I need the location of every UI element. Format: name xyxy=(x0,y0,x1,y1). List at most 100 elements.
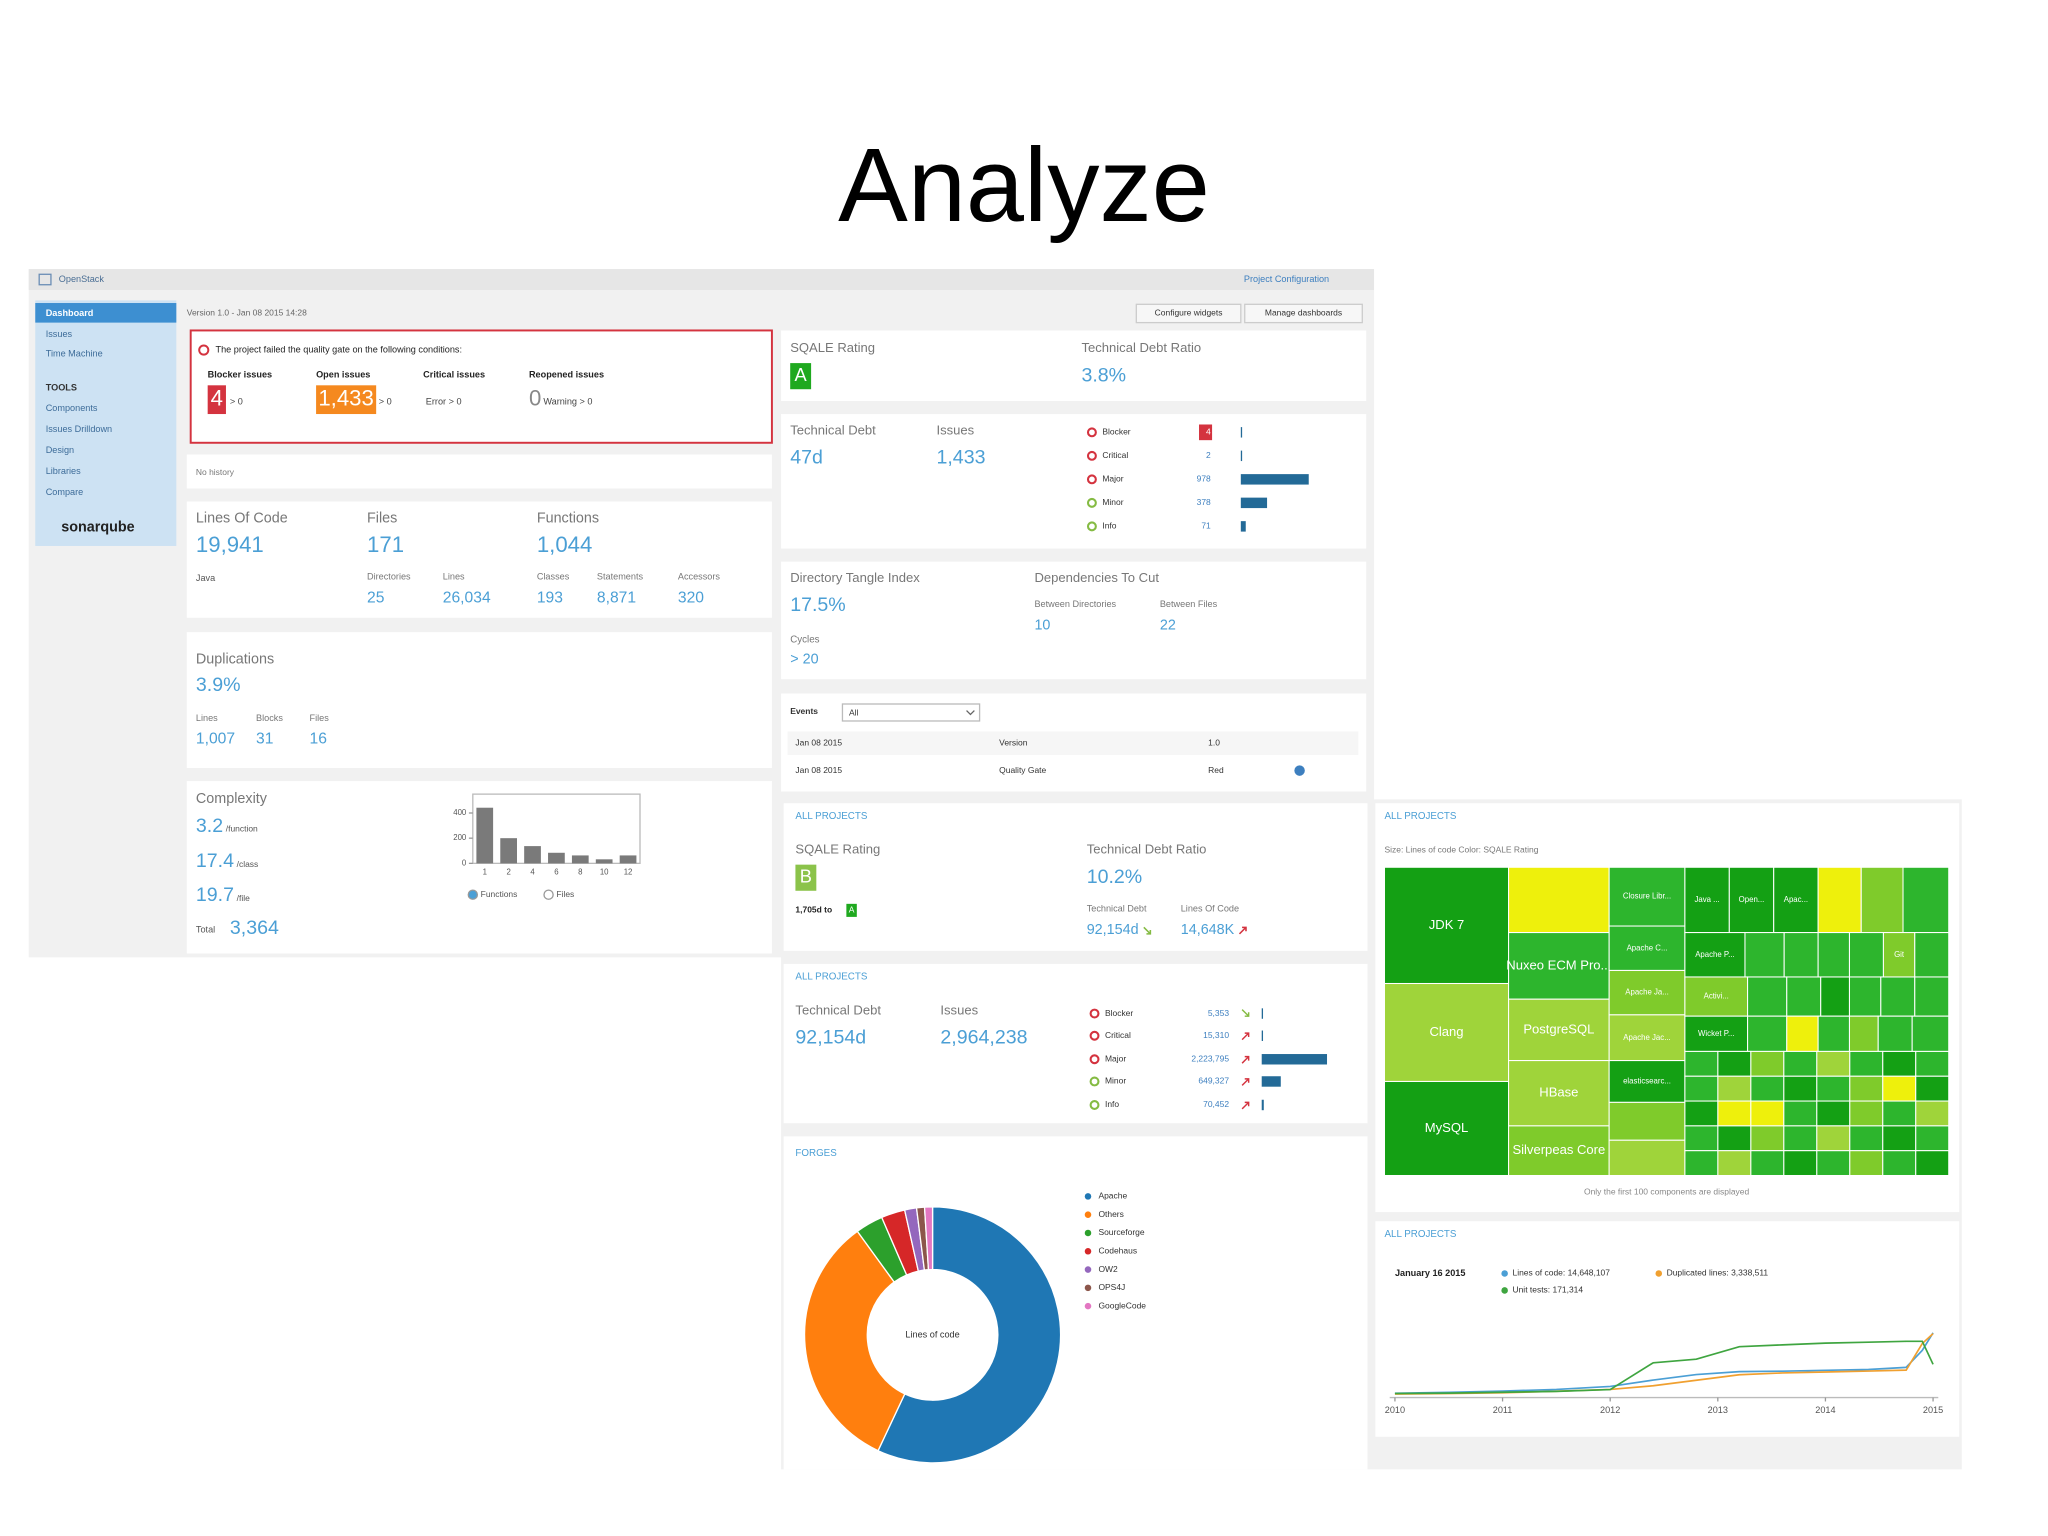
radio-label[interactable]: Functions xyxy=(481,889,518,899)
treemap-tile[interactable] xyxy=(1902,866,1950,934)
treemap-tile[interactable] xyxy=(1816,1100,1851,1127)
treemap-tile[interactable] xyxy=(1783,1050,1818,1077)
severity-count[interactable]: 71 xyxy=(1201,521,1211,531)
treemap-tile[interactable] xyxy=(1508,998,1610,1062)
treemap-tile[interactable] xyxy=(1849,1050,1884,1077)
nav-link[interactable]: Libraries xyxy=(46,466,81,476)
treemap-tile[interactable] xyxy=(1783,1075,1818,1102)
treemap-tile[interactable] xyxy=(1608,1101,1686,1141)
severity-count[interactable]: 978 xyxy=(1197,474,1211,484)
treemap-tile[interactable] xyxy=(1717,1125,1752,1152)
treemap-tile[interactable] xyxy=(1383,982,1510,1082)
treemap-tile[interactable] xyxy=(1816,1075,1851,1102)
treemap-tile[interactable] xyxy=(1684,1100,1719,1127)
treemap-tile[interactable] xyxy=(1860,866,1904,934)
tile-label[interactable]: Apache C... xyxy=(1627,943,1668,952)
treemap-tile[interactable] xyxy=(1817,932,1850,978)
treemap-tile[interactable] xyxy=(1848,1015,1879,1052)
treemap-tile[interactable] xyxy=(1820,976,1850,1017)
severity-count[interactable]: 2,223,795 xyxy=(1191,1053,1229,1063)
treemap-tile[interactable] xyxy=(1915,1100,1950,1127)
treemap-tile[interactable] xyxy=(1882,1100,1917,1127)
tile-label[interactable]: MySQL xyxy=(1425,1120,1469,1135)
treemap-tile[interactable] xyxy=(1783,1100,1818,1127)
treemap-tile[interactable] xyxy=(1608,866,1686,927)
treemap-tile[interactable] xyxy=(1849,1150,1884,1177)
treemap-tile[interactable] xyxy=(1915,1075,1950,1102)
nav-link[interactable]: Design xyxy=(46,445,74,455)
radio[interactable] xyxy=(543,889,554,900)
treemap-tile[interactable] xyxy=(1684,1125,1719,1152)
breadcrumb[interactable]: OpenStack xyxy=(59,274,105,284)
treemap-tile[interactable] xyxy=(1914,932,1950,978)
treemap-tile[interactable] xyxy=(1915,1125,1950,1152)
treemap-tile[interactable] xyxy=(1914,976,1950,1017)
treemap-tile[interactable] xyxy=(1608,1139,1686,1177)
severity-count[interactable]: 649,327 xyxy=(1198,1076,1229,1086)
severity-count[interactable]: 70,452 xyxy=(1203,1099,1229,1109)
tile-label[interactable]: elasticsearc... xyxy=(1623,1077,1671,1086)
severity-count[interactable]: 2 xyxy=(1206,450,1211,460)
tile-label[interactable]: Open... xyxy=(1739,895,1765,904)
treemap-tile[interactable] xyxy=(1911,1015,1950,1052)
tile-label[interactable]: Git xyxy=(1894,950,1905,959)
nav-link[interactable]: Components xyxy=(46,403,98,413)
tile-label[interactable]: Apache Ja... xyxy=(1625,988,1669,997)
treemap-tile[interactable] xyxy=(1750,1150,1785,1177)
treemap-tile[interactable] xyxy=(1750,1075,1785,1102)
treemap-tile[interactable] xyxy=(1684,932,1746,978)
treemap-tile[interactable] xyxy=(1383,1080,1510,1177)
tile-label[interactable]: Clang xyxy=(1429,1024,1463,1039)
treemap-tile[interactable] xyxy=(1880,976,1916,1017)
treemap-tile[interactable] xyxy=(1717,1075,1752,1102)
treemap-tile[interactable] xyxy=(1684,1150,1719,1177)
nav-link[interactable]: Issues xyxy=(46,329,73,339)
tile-label[interactable]: Java ... xyxy=(1694,895,1719,904)
severity-count[interactable]: 4 xyxy=(1206,427,1211,437)
treemap-tile[interactable] xyxy=(1717,1150,1752,1177)
treemap-tile[interactable] xyxy=(1816,1050,1851,1077)
button[interactable] xyxy=(1135,303,1242,324)
treemap-tile[interactable] xyxy=(1684,1075,1719,1102)
tile-label[interactable]: PostgreSQL xyxy=(1523,1021,1594,1036)
tile-label[interactable]: Apac... xyxy=(1784,895,1808,904)
severity-count[interactable]: 15,310 xyxy=(1203,1030,1229,1040)
tile-label[interactable]: Apache Jac... xyxy=(1623,1033,1670,1042)
treemap-tile[interactable] xyxy=(1816,1150,1851,1177)
treemap-tile[interactable] xyxy=(1747,1015,1788,1052)
tile-label[interactable]: Closure Libr... xyxy=(1623,892,1671,901)
button-label[interactable]: Configure widgets xyxy=(1155,308,1223,318)
radio[interactable] xyxy=(467,889,479,900)
tile-label[interactable]: Apache P... xyxy=(1695,950,1734,959)
treemap-tile[interactable] xyxy=(1849,1100,1884,1127)
treemap-tile[interactable] xyxy=(1915,1150,1950,1177)
tile-label[interactable]: Nuxeo ECM Pro... xyxy=(1506,957,1611,972)
treemap-tile[interactable] xyxy=(1915,1050,1950,1077)
treemap-tile[interactable] xyxy=(1877,1015,1913,1052)
nav-link[interactable]: Time Machine xyxy=(46,348,103,358)
treemap-tile[interactable] xyxy=(1773,866,1819,934)
button-label[interactable]: Manage dashboards xyxy=(1265,308,1342,318)
menu-link[interactable]: Project Configuration xyxy=(1244,274,1329,284)
severity-count[interactable]: 5,353 xyxy=(1208,1008,1229,1018)
treemap-tile[interactable] xyxy=(1508,866,1610,934)
treemap-tile[interactable] xyxy=(1750,1100,1785,1127)
tile-label[interactable]: Silverpeas Core xyxy=(1512,1142,1605,1157)
nav-link[interactable]: Issues Drilldown xyxy=(46,424,112,434)
treemap-tile[interactable] xyxy=(1508,1060,1610,1127)
select-value[interactable]: All xyxy=(849,707,859,717)
treemap-tile[interactable] xyxy=(1848,976,1882,1017)
treemap-tile[interactable] xyxy=(1882,1125,1917,1152)
tile-label[interactable]: Wicket P... xyxy=(1698,1029,1734,1038)
treemap-tile[interactable] xyxy=(1684,1050,1719,1077)
treemap-tile[interactable] xyxy=(1717,1100,1752,1127)
treemap-tile[interactable] xyxy=(1608,1014,1686,1062)
treemap-tile[interactable] xyxy=(1817,866,1862,934)
treemap-tile[interactable] xyxy=(1783,1150,1818,1177)
treemap-tile[interactable] xyxy=(1849,1125,1884,1152)
tile-label[interactable]: JDK 7 xyxy=(1429,917,1465,932)
treemap-tile[interactable] xyxy=(1684,976,1749,1017)
treemap-tile[interactable] xyxy=(1750,1050,1785,1077)
button[interactable] xyxy=(1244,303,1363,324)
treemap-tile[interactable] xyxy=(1717,1050,1752,1077)
